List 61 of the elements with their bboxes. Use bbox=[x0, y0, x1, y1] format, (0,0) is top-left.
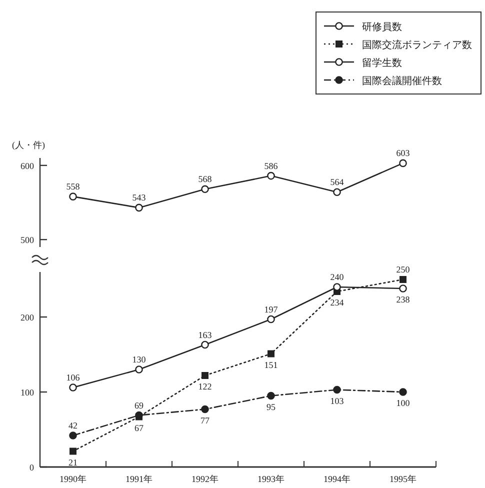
x-tick-label: 1993年 bbox=[258, 474, 284, 484]
point bbox=[69, 432, 77, 440]
data-label: 21 bbox=[68, 457, 78, 468]
data-label: 67 bbox=[134, 422, 144, 433]
point bbox=[70, 448, 76, 455]
data-label: 543 bbox=[132, 192, 146, 203]
data-label: 238 bbox=[396, 294, 410, 304]
legend-label: 留学生数 bbox=[362, 57, 402, 69]
x-tick-label: 1990年 bbox=[60, 474, 86, 484]
y-tick-label: 500 bbox=[20, 235, 34, 246]
data-label: 77 bbox=[200, 415, 210, 426]
y-tick-label: 0 bbox=[30, 462, 34, 472]
y-tick-label: 100 bbox=[20, 388, 34, 398]
y-tick-label: 600 bbox=[20, 160, 34, 171]
point bbox=[201, 405, 209, 414]
point bbox=[267, 172, 275, 180]
point bbox=[399, 159, 407, 168]
data-label: 69 bbox=[134, 400, 144, 410]
point bbox=[267, 315, 275, 324]
data-label: 568 bbox=[198, 174, 212, 184]
point bbox=[399, 388, 407, 396]
data-label: 106 bbox=[66, 372, 80, 382]
y-axis-title: (人・件) bbox=[12, 140, 45, 150]
point bbox=[135, 366, 143, 374]
data-label: 603 bbox=[396, 148, 410, 158]
data-label: 197 bbox=[264, 304, 278, 314]
legend-label: 研修員数 bbox=[362, 22, 402, 33]
x-tick-label: 1994年 bbox=[324, 474, 350, 484]
data-label: 163 bbox=[198, 330, 212, 340]
x-tick-label: 1992年 bbox=[192, 474, 218, 484]
x-tick-label: 1995年 bbox=[390, 474, 416, 484]
point bbox=[268, 350, 274, 358]
data-label: 100 bbox=[396, 398, 410, 408]
point bbox=[69, 384, 77, 392]
y-tick-label: 200 bbox=[20, 312, 34, 322]
legend-label: 国際交流ボランティア数 bbox=[362, 39, 472, 51]
data-label: 122 bbox=[198, 382, 212, 392]
data-label: 586 bbox=[264, 160, 278, 171]
data-label: 234 bbox=[330, 298, 344, 308]
point bbox=[267, 392, 275, 400]
x-tick-label: 1991年 bbox=[126, 474, 152, 484]
data-label: 564 bbox=[330, 177, 344, 188]
data-label: 42 bbox=[68, 420, 78, 430]
point bbox=[333, 386, 341, 394]
point bbox=[135, 204, 143, 212]
point bbox=[333, 188, 341, 196]
data-label: 250 bbox=[396, 264, 410, 274]
data-label: 130 bbox=[132, 354, 146, 364]
point bbox=[202, 372, 208, 379]
data-label: 240 bbox=[330, 272, 344, 282]
point bbox=[399, 284, 407, 292]
point bbox=[69, 192, 77, 200]
data-label: 151 bbox=[264, 360, 278, 370]
legend-label: 国際会議開催件数 bbox=[362, 75, 442, 87]
point bbox=[333, 283, 341, 291]
point bbox=[400, 276, 406, 283]
point bbox=[201, 185, 209, 194]
point bbox=[201, 340, 209, 349]
data-label: 103 bbox=[330, 396, 344, 406]
data-label: 95 bbox=[266, 402, 276, 412]
data-label: 558 bbox=[66, 182, 80, 192]
